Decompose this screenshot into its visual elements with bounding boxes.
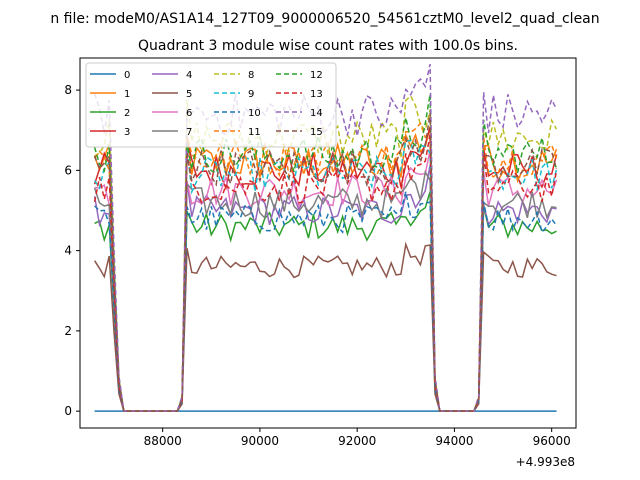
plot-frame (79, 57, 577, 429)
legend-label-11: 11 (248, 127, 261, 138)
y-tick-label: 0 (64, 404, 72, 418)
y-tick-label: 8 (64, 83, 72, 97)
x-axis-ticks: 88000 90000 92000 94000 96000 (144, 428, 571, 448)
legend-label-3: 3 (124, 127, 130, 138)
legend-label-2: 2 (124, 108, 130, 119)
legend-label-12: 12 (310, 70, 323, 81)
y-tick-label: 2 (64, 324, 72, 338)
series-line-3 (93, 126, 558, 412)
chart-title: Quadrant 3 module wise count rates with … (138, 38, 518, 54)
series-line-15 (93, 112, 558, 412)
x-tick-label: 92000 (338, 434, 376, 448)
x-offset-text: +4.993e8 (516, 455, 575, 469)
y-tick-label: 4 (64, 244, 72, 258)
y-axis-ticks: 0 2 4 6 8 (64, 83, 80, 418)
legend-frame (85, 62, 337, 148)
legend-label-9: 9 (248, 89, 254, 100)
series-line-5 (93, 241, 557, 412)
legend-label-1: 1 (124, 89, 130, 100)
x-tick-label: 90000 (241, 434, 279, 448)
legend-label-13: 13 (310, 89, 323, 100)
legend-label-7: 7 (186, 127, 192, 138)
legend-label-14: 14 (310, 108, 323, 119)
series-line-13 (93, 134, 558, 412)
legend-label-5: 5 (186, 89, 192, 100)
y-tick-label: 6 (64, 163, 72, 177)
legend-label-0: 0 (124, 70, 130, 81)
x-tick-label: 88000 (144, 434, 182, 448)
series-line-2 (94, 191, 557, 412)
x-tick-label: 96000 (533, 434, 571, 448)
chart-suptitle: n file: modeM0/AS1A14_127T09_9000006520_… (50, 11, 599, 27)
series-line-7 (93, 169, 557, 412)
legend-label-6: 6 (186, 108, 192, 119)
series-line-6 (94, 149, 558, 412)
x-tick-label: 94000 (435, 434, 473, 448)
legend-label-10: 10 (248, 108, 261, 119)
legend-label-15: 15 (310, 127, 323, 138)
legend-label-4: 4 (186, 70, 192, 81)
legend-label-8: 8 (248, 70, 254, 81)
